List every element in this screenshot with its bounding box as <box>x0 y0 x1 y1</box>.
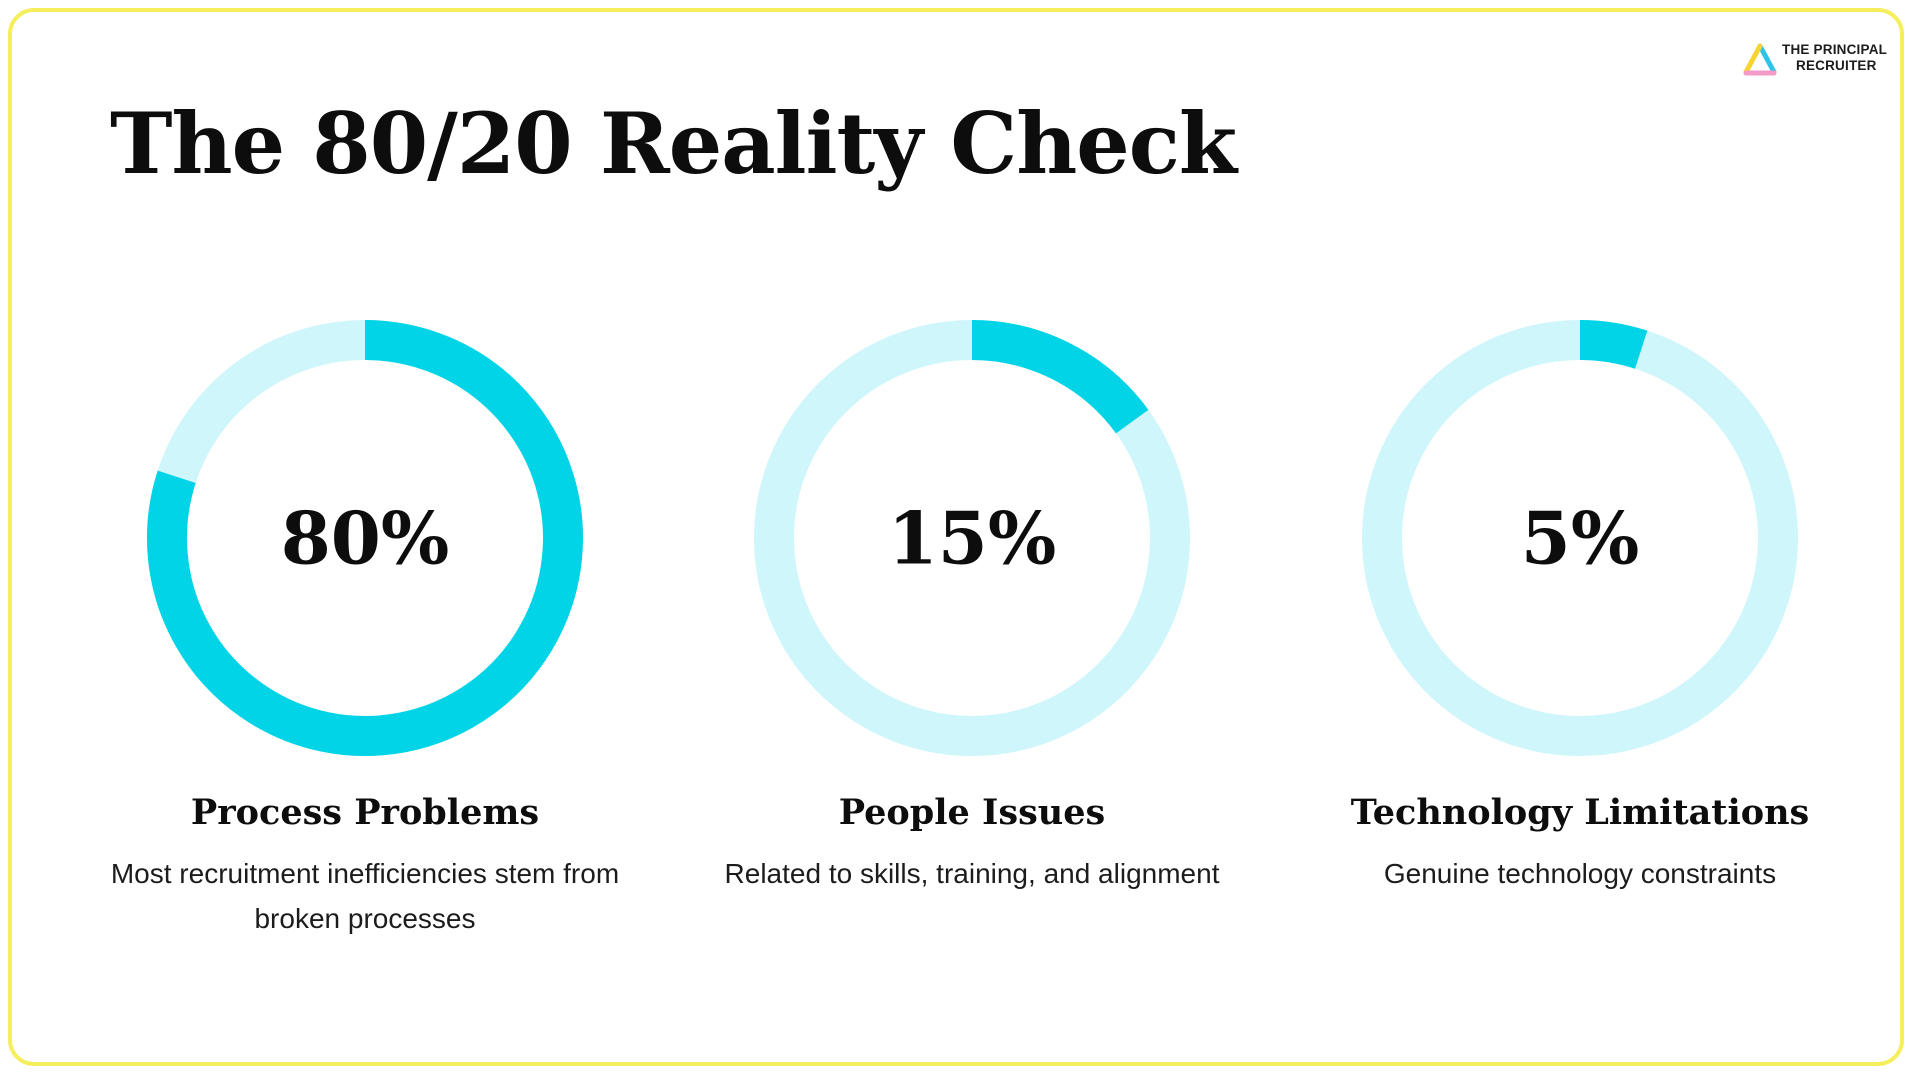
percent-value: 80% <box>281 496 450 581</box>
stat-description: Related to skills, training, and alignme… <box>724 858 1220 889</box>
stat-title: Process Problems <box>190 792 540 833</box>
stat-title: People Issues <box>838 792 1106 833</box>
stat-card-technology: 5% Technology Limitations Genuine techno… <box>1280 318 1880 896</box>
percent-value: 5% <box>1521 496 1640 581</box>
donut-value-arc <box>971 320 1149 434</box>
donut-chart: 80% <box>147 320 583 756</box>
stat-description: Genuine technology constraints <box>1383 858 1777 889</box>
triangle-logo-icon <box>1743 43 1777 76</box>
logo-text-line1: THE PRINCIPAL <box>1782 42 1888 57</box>
percent-value: 15% <box>888 496 1057 581</box>
donut-value-arc <box>1579 320 1648 369</box>
logo-text-line2: RECRUITER <box>1796 58 1877 73</box>
donut-value-arc <box>147 320 583 756</box>
slide-frame: The 80/20 Reality Check THE PRINCIPAL RE… <box>8 8 1904 1066</box>
stat-card-people: 15% People Issues Related to skills, tra… <box>672 318 1272 896</box>
donut-chart: 15% <box>754 320 1190 756</box>
stat-title: Technology Limitations <box>1350 792 1810 833</box>
stat-card-process: 80% Process Problems Most recruitment in… <box>65 318 665 941</box>
stat-description: Most recruitment inefficiencies stem fro… <box>110 858 620 934</box>
page-title: The 80/20 Reality Check <box>110 94 1237 193</box>
brand-logo: THE PRINCIPAL RECRUITER <box>1740 38 1910 84</box>
donut-chart: 5% <box>1362 320 1798 756</box>
